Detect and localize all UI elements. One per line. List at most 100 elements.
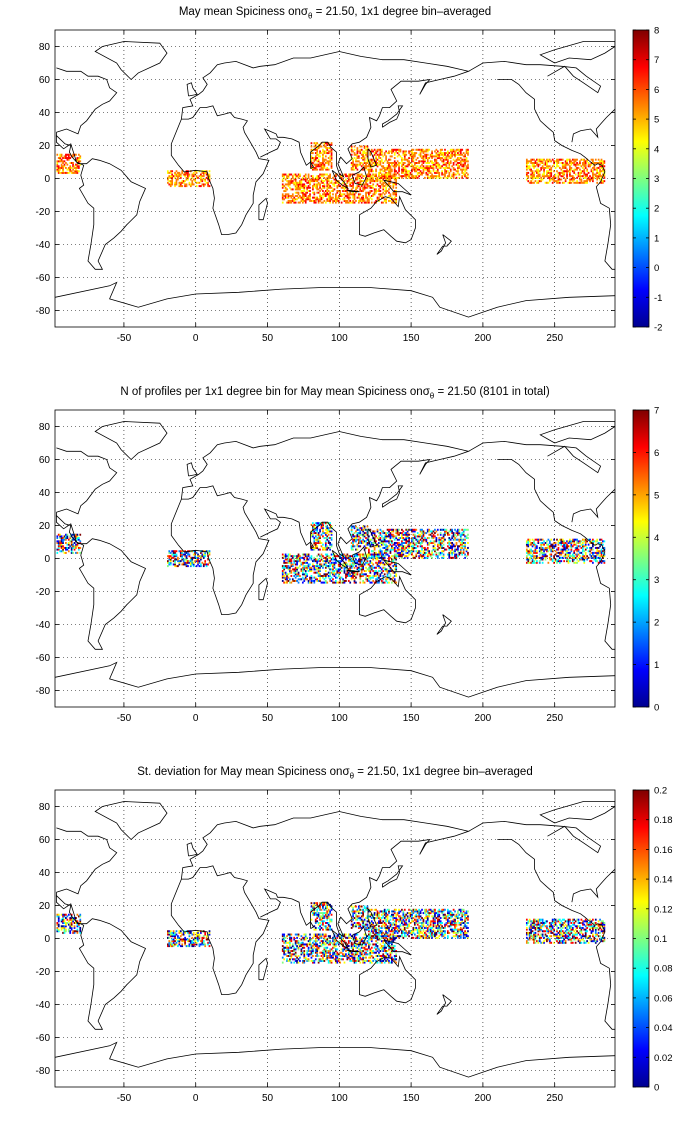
data-bin <box>383 193 386 196</box>
data-bin <box>411 163 413 166</box>
data-bin <box>370 550 373 553</box>
data-bin <box>462 160 465 163</box>
data-bin <box>360 201 363 204</box>
data-bin <box>370 568 373 571</box>
data-bin <box>389 166 392 169</box>
data-bin <box>316 565 319 568</box>
data-bin <box>596 551 599 554</box>
data-bin <box>389 185 392 188</box>
data-bin <box>75 551 77 554</box>
data-bin <box>75 153 77 156</box>
data-bin <box>405 176 408 179</box>
data-bin <box>548 558 551 561</box>
data-bin <box>457 157 459 160</box>
data-bin <box>380 556 383 559</box>
data-bin <box>77 548 80 551</box>
data-bin <box>323 186 326 189</box>
data-bin <box>459 550 462 553</box>
data-bin <box>442 538 445 541</box>
data-bin <box>382 546 385 549</box>
data-bin <box>455 148 458 151</box>
data-bin <box>592 166 594 169</box>
data-bin <box>303 175 306 178</box>
data-bin <box>525 173 528 176</box>
data-bin <box>72 545 74 548</box>
data-bin <box>63 171 66 174</box>
data-bin <box>301 576 304 579</box>
data-bin <box>389 180 392 183</box>
data-bin <box>56 160 59 163</box>
data-bin <box>462 548 465 551</box>
data-bin <box>366 152 369 155</box>
data-bin <box>313 157 316 160</box>
data-bin <box>168 561 171 564</box>
data-bin <box>540 543 543 546</box>
data-bin <box>316 198 319 201</box>
data-bin <box>418 148 421 151</box>
data-bin <box>283 175 286 178</box>
data-bin <box>192 178 195 181</box>
data-bin <box>550 168 553 171</box>
data-bin <box>603 173 606 176</box>
data-bin <box>339 561 342 564</box>
data-bin <box>431 162 433 164</box>
data-bin <box>172 175 175 178</box>
data-bin <box>357 163 360 166</box>
data-bin <box>458 173 461 176</box>
data-bin <box>333 178 336 181</box>
data-bin <box>455 556 458 559</box>
data-bin <box>431 152 433 155</box>
data-bin <box>439 176 442 179</box>
data-bin <box>306 556 309 559</box>
data-bin <box>376 563 379 566</box>
data-bin <box>177 175 179 178</box>
data-bin <box>346 575 349 577</box>
data-bin <box>385 199 387 202</box>
data-bin <box>204 560 207 563</box>
data-bin <box>375 535 377 538</box>
data-bin <box>398 545 400 548</box>
data-bin <box>326 185 329 188</box>
data-bin <box>422 550 425 553</box>
data-bin <box>415 553 418 556</box>
data-bin <box>184 173 186 176</box>
data-bin <box>324 173 327 176</box>
data-bin <box>343 190 346 193</box>
data-bin <box>346 568 349 571</box>
data-bin <box>569 560 571 563</box>
data-bin <box>359 530 362 533</box>
data-bin <box>467 153 469 156</box>
data-bin <box>527 180 530 183</box>
data-bin <box>434 158 436 161</box>
data-bin <box>459 150 462 153</box>
data-bin <box>389 155 392 158</box>
data-bin <box>307 198 310 201</box>
data-bin <box>386 165 389 168</box>
data-bin <box>571 558 574 561</box>
data-bin <box>70 162 73 164</box>
data-bin <box>464 556 466 559</box>
data-bin <box>451 153 454 156</box>
data-bin <box>563 170 566 173</box>
data-bin <box>415 165 418 168</box>
data-bin <box>319 548 321 551</box>
data-bin <box>205 563 208 566</box>
data-bin <box>189 178 192 181</box>
coastline-madagascar <box>258 197 268 221</box>
data-bin <box>567 181 570 184</box>
data-bin <box>406 173 409 176</box>
data-bin <box>388 188 390 191</box>
data-bin <box>458 157 461 160</box>
data-bin <box>419 155 422 158</box>
data-bin <box>59 550 62 553</box>
data-bin <box>349 196 352 199</box>
data-bin <box>320 575 323 577</box>
data-bin <box>60 537 63 540</box>
data-bin <box>376 556 379 559</box>
data-bin <box>290 575 293 577</box>
data-bin <box>324 560 327 563</box>
data-bin <box>391 570 393 573</box>
data-bin <box>459 537 462 540</box>
data-bin <box>449 155 452 158</box>
data-bin <box>574 168 577 171</box>
